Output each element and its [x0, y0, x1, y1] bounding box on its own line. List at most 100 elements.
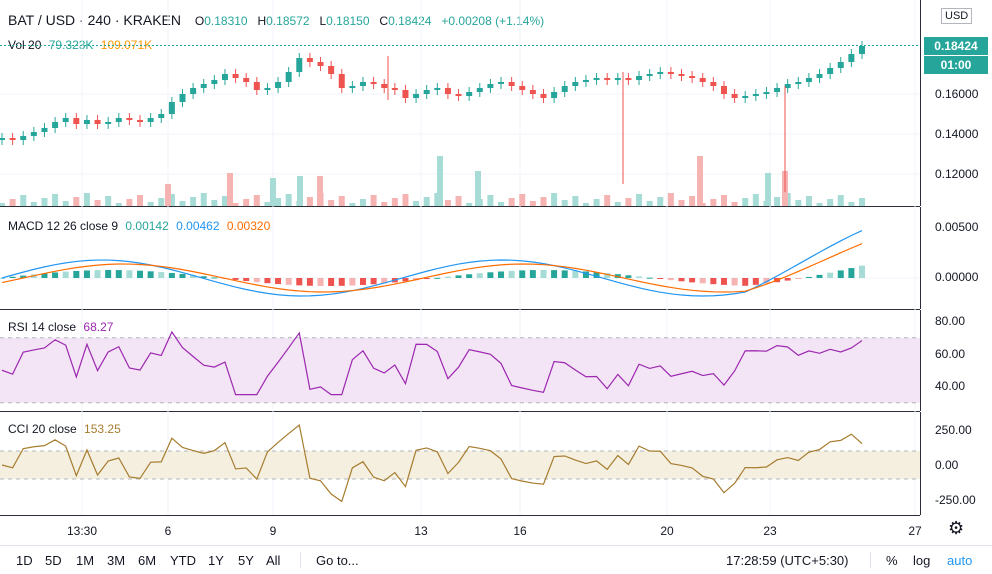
volume-bar: [52, 194, 59, 206]
macd-histogram-bar: [848, 268, 855, 278]
macd-histogram-bar: [296, 278, 303, 286]
macd-histogram-bar: [158, 272, 165, 278]
candle-body: [529, 90, 536, 94]
open-value: 0.18310: [204, 14, 248, 28]
candle-body: [221, 74, 228, 80]
volume-bar: [519, 194, 526, 206]
cci-pane[interactable]: [0, 412, 920, 516]
time-tick: 23: [763, 524, 777, 538]
range-3m[interactable]: 3M: [107, 553, 126, 568]
range-1y[interactable]: 1Y: [208, 553, 224, 568]
candle-body: [604, 78, 611, 80]
rsi-label[interactable]: RSI 14 close: [8, 320, 77, 334]
macd-histogram-bar: [498, 271, 505, 278]
percent-toggle[interactable]: %: [886, 553, 898, 568]
settings-gear-icon[interactable]: ⚙: [948, 518, 965, 538]
candle-body: [52, 122, 59, 128]
currency-label[interactable]: USD: [941, 8, 973, 24]
volume-bar: [805, 196, 812, 206]
cci-band: [0, 451, 920, 479]
volume-bar: [232, 203, 239, 206]
macd-histogram-bar: [168, 272, 175, 278]
macd-pane[interactable]: [0, 207, 920, 310]
cci-value: 153.25: [84, 422, 121, 436]
symbol-title[interactable]: BAT / USD · 240 · KRAKEN: [8, 12, 181, 28]
candle-body: [179, 94, 186, 102]
volume-label[interactable]: Vol 20: [8, 38, 42, 52]
candle-body: [710, 82, 717, 86]
volume-bar: [636, 194, 643, 206]
volume-bar: [529, 201, 536, 206]
candle-body: [349, 86, 356, 88]
candle-body: [211, 80, 218, 84]
range-1m[interactable]: 1M: [76, 553, 95, 568]
range-1d[interactable]: 1D: [16, 553, 33, 568]
volume-bar: [667, 193, 674, 206]
candle-body: [434, 88, 441, 90]
goto-button[interactable]: Go to...: [316, 553, 359, 568]
toolbar-divider: [870, 552, 871, 568]
volume-bar: [795, 200, 802, 206]
bottom-toolbar: 1D 5D 1M 3M 6M YTD 1Y 5Y All Go to... 17…: [0, 545, 992, 574]
volume-bar: [83, 193, 90, 206]
macd-histogram-bar: [805, 276, 812, 278]
volume-bar: [827, 199, 834, 206]
volume-bar: [402, 194, 409, 206]
macd-label[interactable]: MACD 12 26 close 9: [8, 219, 119, 233]
range-5y[interactable]: 5Y: [238, 553, 254, 568]
volume-bar: [848, 202, 855, 206]
macd-histogram-bar: [52, 272, 59, 278]
volume-bar: [816, 203, 823, 206]
macd-histogram-bar: [349, 278, 356, 286]
rsi-line: [1, 330, 863, 396]
macd-histogram-bar: [211, 277, 218, 279]
rsi-pane[interactable]: [0, 310, 920, 412]
range-6m[interactable]: 6M: [138, 553, 157, 568]
macd-histogram-bar: [434, 277, 441, 279]
rsi-value: 68.27: [83, 320, 114, 334]
volume-bar: [370, 195, 377, 206]
volume-bar: [498, 202, 505, 206]
price-pane[interactable]: [0, 0, 920, 207]
macd-histogram-bar: [551, 270, 558, 278]
candle-body: [699, 78, 706, 82]
cci-axis[interactable]: 250.00 0.00 -250.00: [920, 412, 992, 515]
macd-histogram-bar: [519, 270, 526, 278]
range-all[interactable]: All: [266, 553, 281, 568]
clock-display[interactable]: 17:28:59 (UTC+5:30): [726, 553, 849, 568]
auto-toggle[interactable]: auto: [947, 553, 973, 568]
macd-histogram-bar: [253, 278, 260, 283]
macd-histogram-bar: [752, 278, 759, 285]
volume-bar: [678, 200, 685, 206]
log-toggle[interactable]: log: [913, 553, 931, 568]
range-ytd[interactable]: YTD: [170, 553, 196, 568]
candle-body: [296, 58, 303, 72]
last-price-tag: 0.18424: [924, 37, 988, 55]
candle-body: [30, 132, 37, 136]
candle-body: [636, 76, 643, 80]
macd-signal-line: [1, 243, 863, 293]
candle-body: [561, 86, 568, 92]
candle-body: [243, 78, 250, 82]
volume-bar: [227, 173, 233, 206]
price-axis[interactable]: USD 0.16000 0.14000 0.12000: [920, 0, 992, 206]
volume-bar: [41, 198, 48, 206]
macd-histogram-bar: [837, 270, 844, 278]
macd-histogram-bar: [264, 278, 271, 284]
macd-histogram-bar: [604, 273, 611, 278]
macd-axis[interactable]: 0.00500 0.00000: [920, 207, 992, 309]
range-5d[interactable]: 5D: [45, 553, 62, 568]
candle-body: [551, 92, 558, 98]
rsi-axis[interactable]: 80.00 60.00 40.00: [920, 310, 992, 411]
time-tick: 13:30: [66, 524, 98, 538]
candle-body: [73, 118, 80, 124]
macd-histogram-bar: [126, 270, 133, 278]
cci-label[interactable]: CCI 20 close: [8, 422, 77, 436]
volume-bar: [413, 201, 420, 206]
macd-histogram-bar: [795, 278, 802, 279]
change-value: +0.00208 (+1.14%): [441, 14, 545, 28]
candle-body: [190, 88, 197, 94]
macd-line-value: 0.00462: [176, 219, 220, 233]
volume-bar: [572, 196, 579, 206]
